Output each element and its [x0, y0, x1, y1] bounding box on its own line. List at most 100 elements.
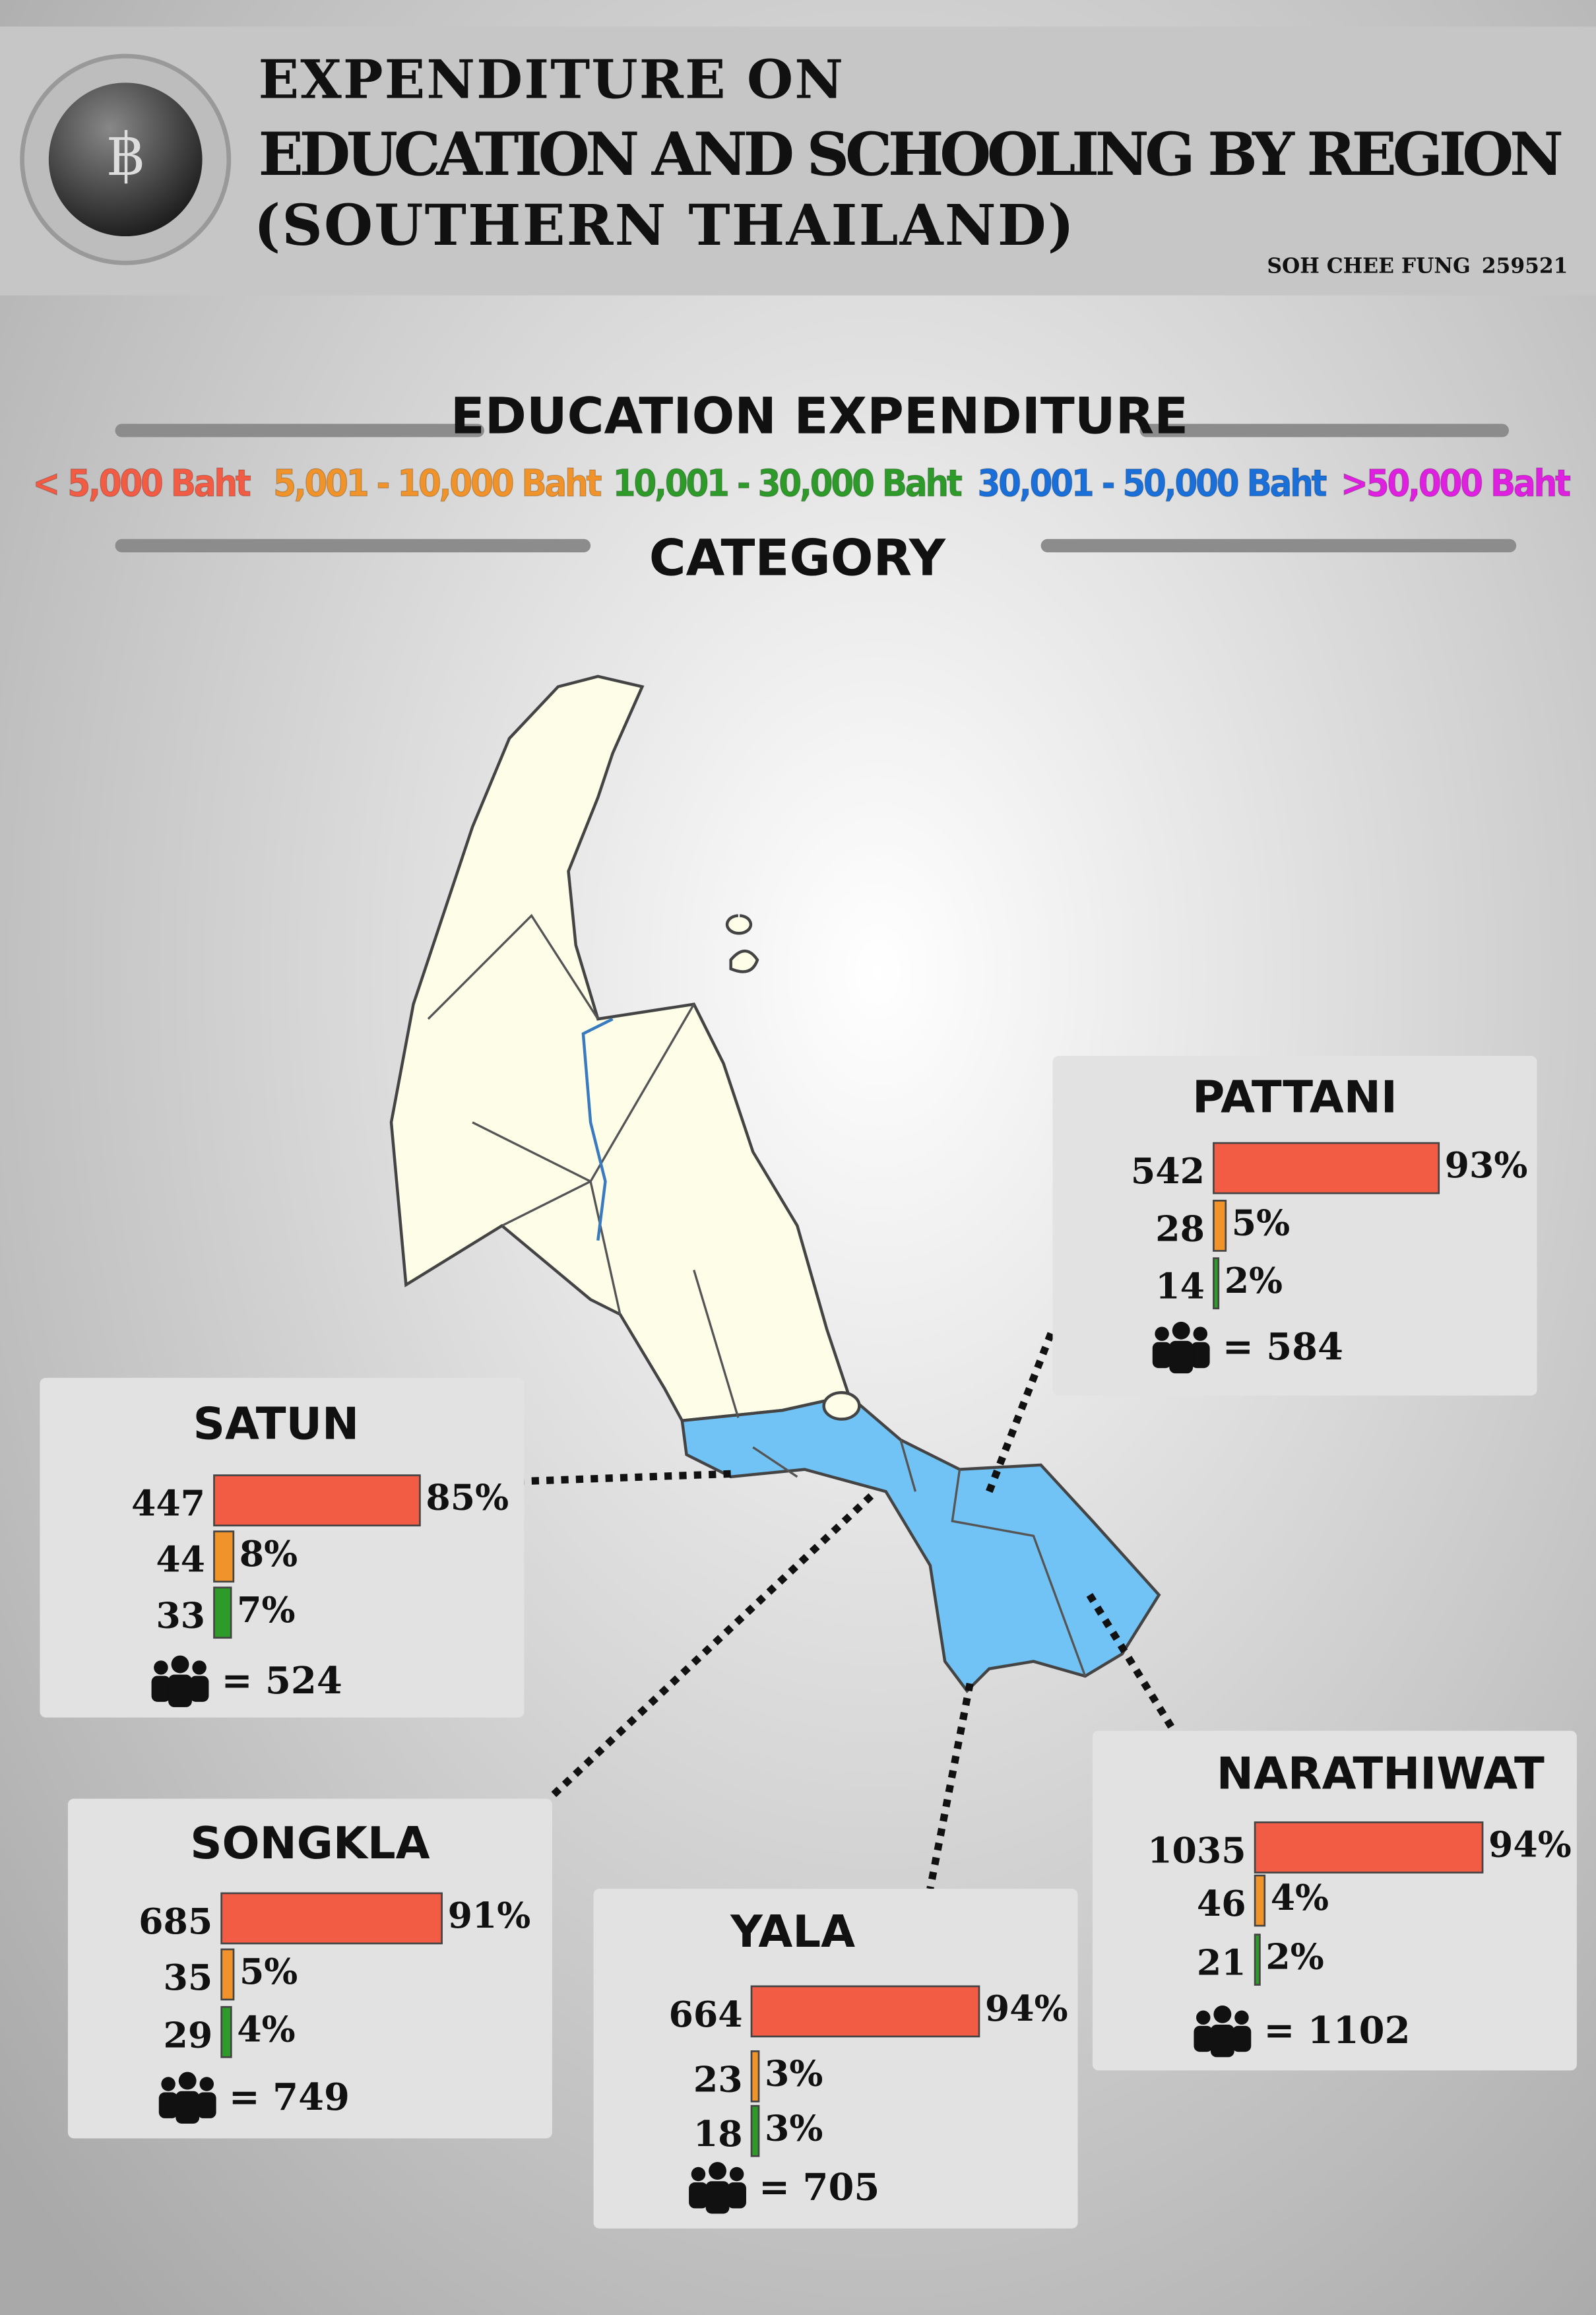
people-icon [689, 2162, 746, 2214]
title-line: (SOUTHERN THAILAND) [254, 193, 1075, 259]
percent-label: 5% [239, 1951, 298, 1992]
student-id: 259521 [1482, 255, 1568, 278]
region-name: PATTANI [1192, 1072, 1397, 1123]
legend-item: 5,001 - 10,000 Baht [273, 462, 602, 505]
icon-head [161, 2077, 176, 2091]
icon-body [1210, 2025, 1234, 2058]
icon-body [158, 2092, 178, 2118]
icon-head [171, 1655, 189, 1674]
connectors [524, 1327, 1177, 1890]
bar [213, 1474, 421, 1527]
divider [1139, 424, 1509, 438]
icon-body [727, 2182, 746, 2209]
bar [1254, 1874, 1266, 1927]
percent-label: 8% [239, 1533, 298, 1575]
people-icon [158, 2071, 216, 2124]
card [1052, 1056, 1537, 1396]
icon-body [1194, 2025, 1213, 2052]
total-label: = 705 [759, 2165, 879, 2209]
count-label: 23 [693, 2058, 743, 2100]
region-card: YALA 664 94% 23 3% 18 3% = 705 [593, 1889, 1078, 2229]
count-label: 35 [164, 1957, 213, 1998]
percent-label: 5% [1232, 1202, 1290, 1243]
legend-title: EDUCATION EXPENDITURE [451, 387, 1188, 445]
total-label: = 524 [222, 1659, 342, 1703]
legend-item: 10,001 - 30,000 Baht [613, 462, 962, 505]
author: SOH CHEE FUNG [1267, 255, 1470, 278]
percent-label: 3% [765, 2107, 823, 2149]
card [1092, 1730, 1577, 2071]
divider [115, 424, 484, 438]
connector [524, 1470, 731, 1485]
regions: PATTANI 542 93% 28 5% 14 2% = 584 SATUN 447 85% 44 8… [40, 1056, 1577, 2229]
bar [220, 1948, 235, 2001]
icon-body [168, 1674, 192, 1707]
icon-body [1152, 1342, 1172, 1369]
icon-head [1172, 1321, 1190, 1340]
card [40, 1377, 525, 1718]
bar [213, 1530, 235, 1583]
count-label: 14 [1155, 1266, 1205, 1307]
count-label: 28 [1155, 1208, 1205, 1249]
bar [750, 2050, 760, 2103]
count-label: 685 [139, 1901, 212, 1942]
total-label: = 584 [1223, 1325, 1343, 1369]
legend-subtitle: CATEGORY [649, 528, 946, 587]
region-card: PATTANI 542 93% 28 5% 14 2% = 584 [1052, 1056, 1537, 1396]
percent-label: 4% [237, 2008, 295, 2050]
bar [1254, 1934, 1261, 1986]
icon-body [197, 2092, 216, 2118]
icon-head [709, 2162, 726, 2180]
divider [1040, 538, 1517, 552]
icon-head [1155, 1326, 1169, 1341]
icon-head [199, 2077, 214, 2091]
legend-item: < 5,000 Baht [32, 462, 251, 505]
region-name: YALA [730, 1906, 855, 1957]
region-card: SATUN 447 85% 44 8% 33 7% = 524 [40, 1377, 525, 1718]
count-label: 33 [156, 1595, 205, 1637]
people-icon [151, 1655, 209, 1707]
count-label: 542 [1131, 1150, 1205, 1192]
card [593, 1889, 1078, 2229]
percent-label: 3% [765, 2052, 823, 2094]
map-river [581, 1018, 614, 1241]
logo-symbol: ฿ [107, 121, 144, 189]
bar [220, 2005, 232, 2058]
count-label: 44 [156, 1539, 205, 1581]
bar [213, 1586, 232, 1639]
legend-item: >50,000 Baht [1341, 462, 1570, 505]
bar [1213, 1257, 1220, 1310]
card [67, 1798, 552, 2139]
divider [115, 538, 591, 552]
people-icon [1194, 2005, 1252, 2058]
region-card: NARATHIWAT 1035 94% 46 4% 21 2% = 1102 [1092, 1730, 1577, 2071]
percent-label: 4% [1271, 1877, 1329, 1918]
icon-body [151, 1676, 171, 1702]
icon-head [729, 2167, 744, 2182]
icon-body [1190, 1342, 1210, 1369]
title-line: EDUCATION AND SCHOOLING BY REGION [259, 120, 1565, 189]
map-border [427, 913, 1087, 1677]
connector [926, 1683, 974, 1890]
icon-head [192, 1660, 207, 1675]
icon-head [178, 2071, 197, 2090]
bar [1213, 1142, 1440, 1194]
icon-body [689, 2182, 708, 2209]
percent-label: 2% [1265, 1936, 1324, 1978]
count-label: 29 [164, 2014, 213, 2056]
count-label: 18 [693, 2113, 743, 2155]
header-band [0, 26, 1596, 296]
count-label: 447 [131, 1483, 205, 1524]
percent-label: 2% [1225, 1260, 1283, 1301]
region-card: SONGKLA 685 91% 35 5% 29 4% = 749 [67, 1798, 552, 2139]
percent-label: 85% [426, 1477, 509, 1518]
logo-coin [48, 82, 203, 237]
map [389, 674, 1161, 1693]
map-lake [822, 1391, 861, 1421]
percent-label: 94% [1488, 1824, 1572, 1866]
map-island [725, 914, 759, 973]
people-icon [1152, 1321, 1210, 1374]
count-label: 46 [1197, 1883, 1246, 1924]
bar [750, 2104, 760, 2157]
